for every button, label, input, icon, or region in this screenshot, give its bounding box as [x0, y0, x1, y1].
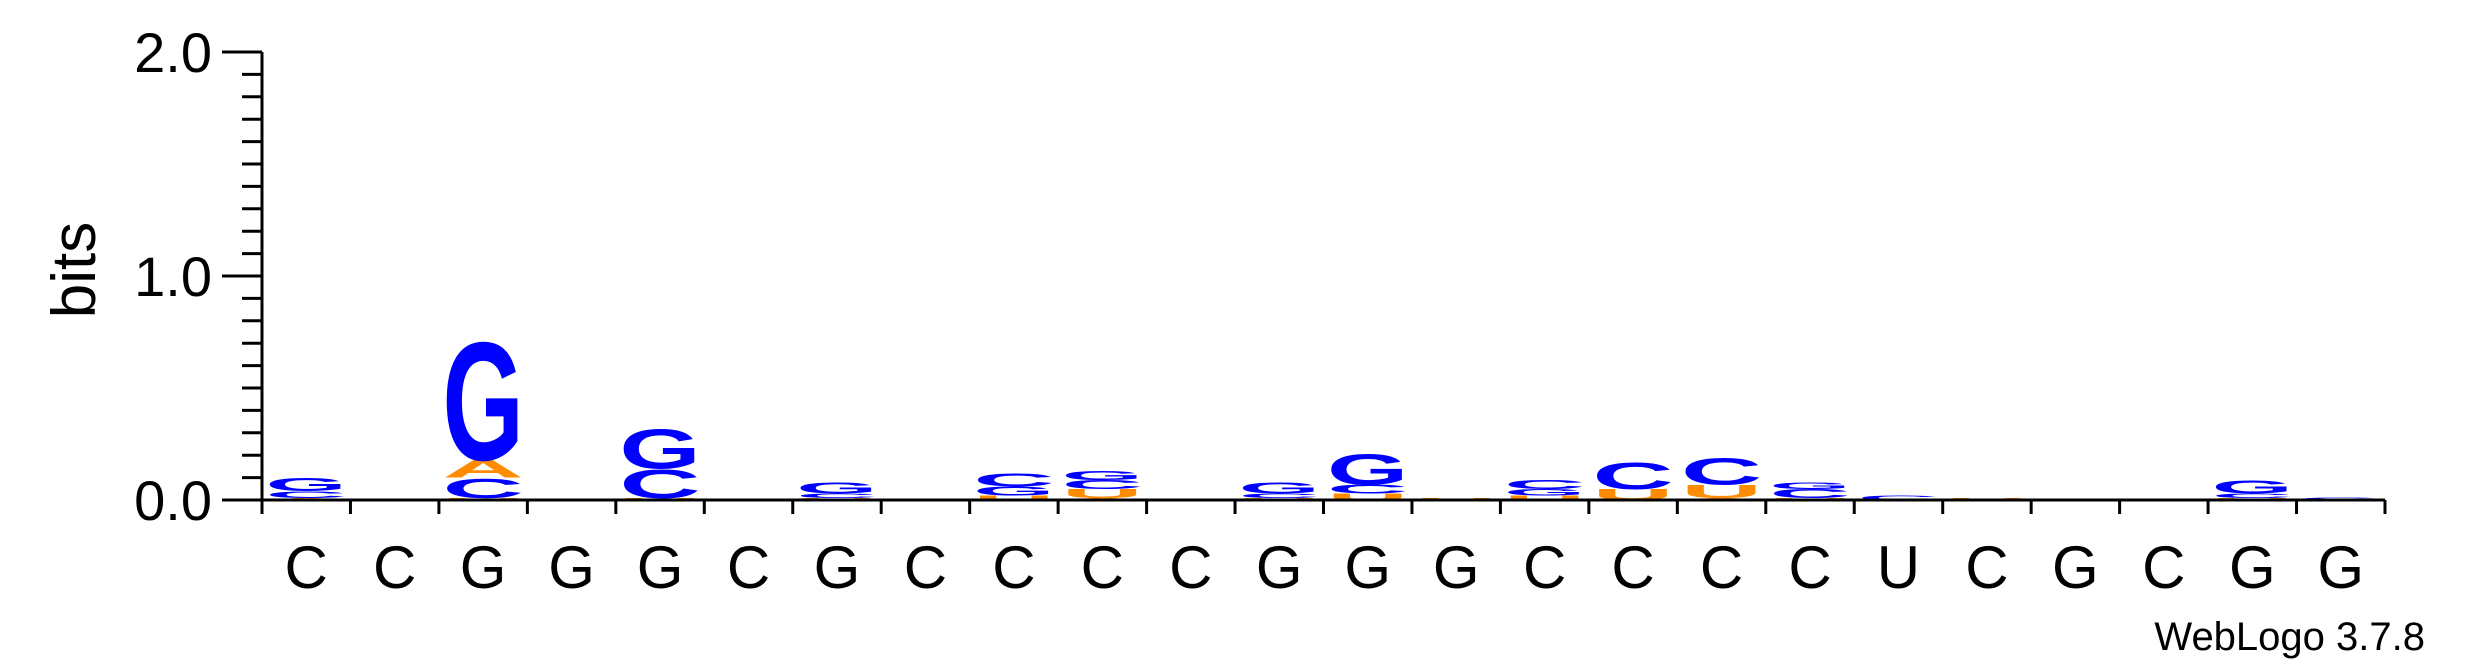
y-tick-label: 1.0 — [134, 245, 212, 308]
logo-letter-a: A — [442, 455, 523, 483]
position-label: G — [637, 534, 684, 601]
position-label: C — [1788, 534, 1831, 601]
position-label: G — [460, 534, 507, 601]
y-tick-label: 2.0 — [134, 21, 212, 84]
position-label: C — [1081, 534, 1124, 601]
position-label: C — [2142, 534, 2185, 601]
y-axis: 0.0 1.0 2.0 — [134, 21, 264, 532]
position-label: C — [285, 534, 328, 601]
logo-letter-c: C — [1769, 486, 1850, 500]
y-tick-label: 0.0 — [134, 469, 212, 532]
logo-letter-g: G — [973, 484, 1054, 498]
logo-letter-c: C — [1239, 492, 1320, 499]
logo-letter-c: C — [266, 489, 347, 499]
logo-letter-g: G — [442, 307, 523, 496]
position-label: C — [1523, 534, 1566, 601]
position-label: C — [1965, 534, 2008, 601]
logo-letter-g: G — [1239, 479, 1320, 497]
position-label: G — [814, 534, 861, 601]
logo-letter-u: U — [1681, 481, 1762, 502]
logo-letter-u: U — [1062, 486, 1143, 500]
logo-letter-g: G — [1062, 469, 1143, 483]
logo-letter-u: U — [1327, 492, 1408, 502]
position-label: C — [1611, 534, 1654, 601]
position-label: G — [2229, 534, 2276, 601]
position-label: C — [904, 534, 947, 601]
logo-letter-c: C — [1681, 450, 1762, 492]
y-axis-label: bits — [40, 222, 109, 318]
logo-letter-g: G — [1504, 487, 1585, 497]
weblogo-version-credit: WebLogo 3.7.8 — [2154, 615, 2425, 659]
position-label: G — [1344, 534, 1391, 601]
position-label: C — [1700, 534, 1743, 601]
logo-letter-g: G — [796, 479, 877, 497]
position-label: C — [992, 534, 1035, 601]
position-label: G — [1256, 534, 1303, 601]
logo-letter-c: C — [1327, 482, 1408, 496]
position-label: C — [1169, 534, 1212, 601]
logo-letter-g: G — [1327, 444, 1408, 493]
logo-letter-u: U — [1504, 494, 1585, 501]
logo-letter-u: U — [973, 494, 1054, 501]
position-label: G — [548, 534, 595, 601]
position-label: G — [1433, 534, 1480, 601]
logo-letter-g: G — [2212, 476, 2293, 497]
logo-letter-c: C — [1062, 477, 1143, 491]
logo-letter-c: C — [2212, 492, 2293, 499]
logo-letter-c: C — [796, 492, 877, 499]
logo-letter-c: C — [1592, 455, 1673, 497]
logo-letter-c: C — [1504, 477, 1585, 491]
position-label: U — [1877, 534, 1920, 601]
position-label: C — [373, 534, 416, 601]
position-label: G — [2052, 534, 2099, 601]
logo-glyphs: ACGUCAGUCGUCGUGCAUCGUCGUCGUUGCUCAUCUCGCU… — [266, 307, 2382, 506]
logo-letter-g: G — [266, 474, 347, 495]
position-label: C — [727, 534, 770, 601]
logo-letter-c: C — [1858, 494, 1939, 501]
position-label: G — [2317, 534, 2364, 601]
logo-letter-g: G — [619, 418, 700, 481]
logo-letter-g: G — [1769, 480, 1850, 490]
logo-letter-c: C — [973, 470, 1054, 491]
